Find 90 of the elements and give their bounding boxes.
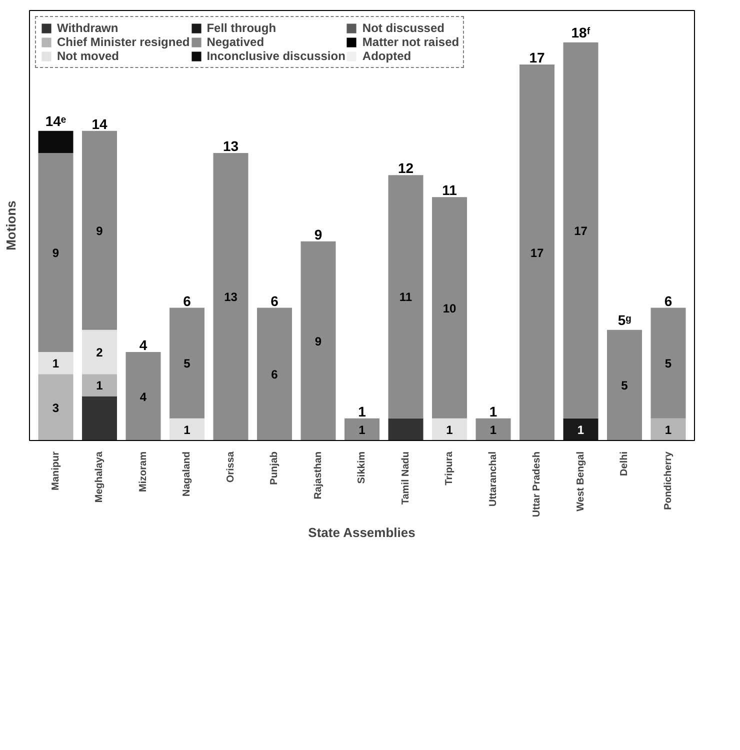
data-label: 11	[399, 290, 412, 304]
data-label: 1	[358, 422, 366, 437]
bar	[607, 330, 642, 440]
data-label: 1	[96, 378, 104, 393]
data-label: 6	[271, 368, 278, 382]
bar	[38, 152, 74, 352]
total-label: 6	[664, 292, 672, 309]
x-tick-label: Uttar Pradesh	[532, 452, 542, 518]
legend-label: Not discussed	[362, 21, 444, 35]
x-tick-label: Pondicherry	[662, 451, 674, 510]
total-label: 6	[270, 292, 279, 309]
bar	[300, 241, 336, 440]
data-label: 9	[52, 246, 60, 260]
total-label: 1	[358, 403, 366, 420]
bar	[82, 396, 117, 440]
x-tick-label: Sikkim	[356, 451, 368, 484]
data-label: 9	[96, 224, 104, 238]
data-label: 5	[621, 378, 628, 393]
y-axis-title: Motions	[4, 200, 18, 250]
total-label: 13	[222, 138, 239, 154]
x-tick-label: Mizoram	[138, 451, 149, 492]
bar	[126, 352, 161, 440]
x-tick-label: West Bengal	[575, 451, 586, 512]
x-tick-label: Manipur	[50, 451, 62, 490]
x-tick-label: Tamil Nadu	[400, 452, 412, 505]
x-tick-label: Uttaranchal	[488, 451, 499, 507]
legend-label: Not moved	[57, 49, 120, 63]
x-tick-label: Meghalaya	[94, 451, 105, 503]
total-label: 11	[442, 182, 458, 198]
data-label: 1	[664, 422, 672, 437]
legend-label: Withdrawn	[57, 21, 118, 35]
bar	[563, 42, 598, 418]
total-label: 17	[529, 49, 545, 66]
total-label: 14	[92, 116, 108, 132]
bar	[388, 418, 424, 440]
bar	[170, 418, 204, 440]
bar	[650, 308, 686, 418]
data-label: 10	[442, 301, 456, 316]
legend-label: Matter not raised	[362, 35, 460, 49]
data-label: 17	[574, 224, 588, 238]
bar	[213, 152, 248, 440]
x-tick-label: Tripura	[444, 451, 455, 486]
bar	[344, 418, 380, 440]
legend-label: Negatived	[206, 35, 264, 49]
total-label: 1	[489, 403, 498, 420]
x-tick-label: Delhi	[619, 451, 630, 476]
legend-label: Inconclusive discussion	[206, 49, 346, 63]
bar	[38, 130, 74, 153]
legend-label: Chief Minister resigned	[57, 35, 190, 49]
legend-label: Adopted	[362, 49, 412, 63]
data-label: 17	[530, 246, 544, 260]
data-label: 5	[664, 356, 672, 371]
bar	[432, 197, 467, 418]
data-label: 2	[96, 346, 104, 360]
data-label: 4	[140, 390, 147, 404]
total-label: 12	[398, 160, 414, 176]
data-label: 1	[52, 356, 60, 371]
bar	[520, 64, 554, 440]
bar	[82, 130, 117, 330]
data-label: 1	[446, 422, 454, 437]
bar	[82, 374, 117, 396]
total-label: 5ᵍ	[618, 312, 632, 328]
data-label: 1	[184, 422, 191, 437]
total-label: 9	[314, 226, 322, 242]
bar	[257, 308, 292, 440]
x-tick-label: Punjab	[269, 451, 280, 485]
bar	[476, 418, 511, 440]
legend-label: Fell through	[206, 21, 276, 35]
data-label: 1	[577, 422, 584, 437]
x-tick-label: Rajasthan	[312, 451, 324, 500]
data-label: 13	[224, 290, 238, 304]
bar	[82, 330, 117, 374]
x-tick-label: Orissa	[225, 451, 236, 483]
bar	[38, 352, 74, 374]
bar	[38, 374, 74, 440]
total-label: 18ᶠ	[571, 24, 591, 40]
bar	[650, 418, 686, 440]
bar	[388, 175, 424, 418]
data-label: 3	[52, 400, 60, 415]
x-tick-label: Nagaland	[182, 451, 192, 497]
x-axis-title: State Assemblies	[308, 525, 416, 540]
bar	[563, 418, 598, 440]
bar	[432, 418, 467, 440]
total-label: 6	[183, 292, 192, 309]
total-label: 4	[139, 337, 148, 354]
total-label: 14ᵉ	[45, 112, 66, 129]
data-label: 9	[314, 334, 322, 348]
bar	[170, 308, 204, 418]
data-label: 5	[184, 356, 191, 371]
data-label: 1	[490, 422, 497, 437]
